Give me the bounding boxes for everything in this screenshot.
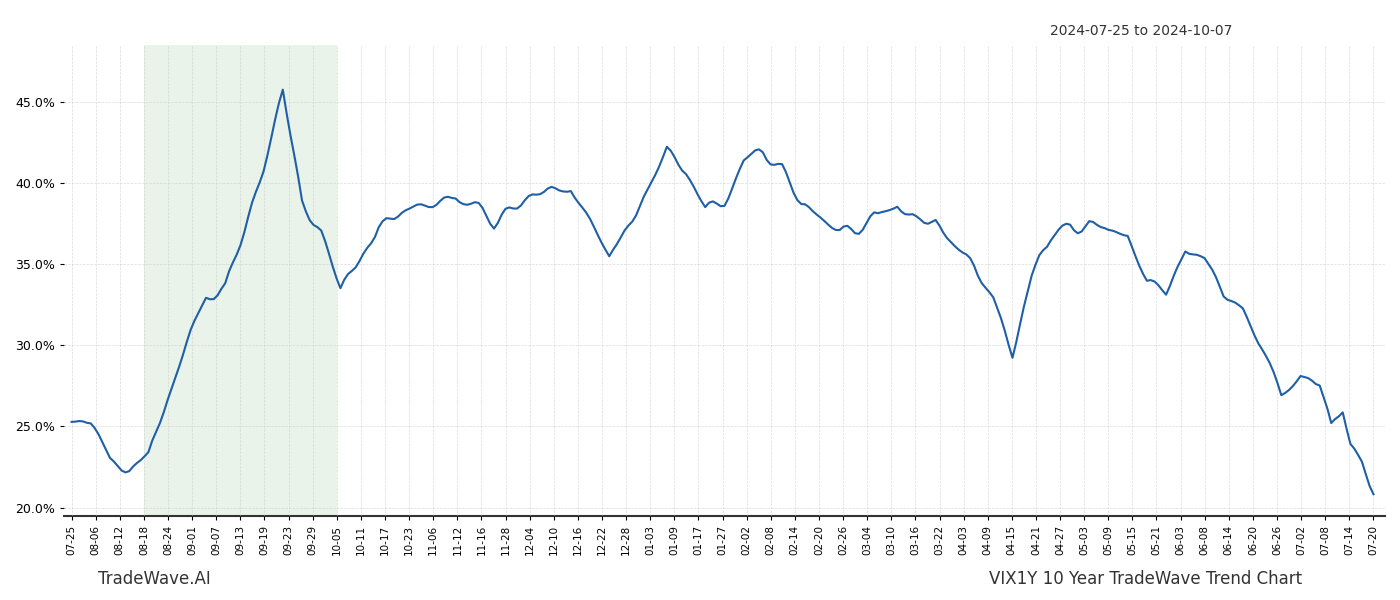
Text: 2024-07-25 to 2024-10-07: 2024-07-25 to 2024-10-07 bbox=[1050, 24, 1232, 38]
Bar bbox=[144, 45, 337, 516]
Text: VIX1Y 10 Year TradeWave Trend Chart: VIX1Y 10 Year TradeWave Trend Chart bbox=[988, 570, 1302, 588]
Text: TradeWave.AI: TradeWave.AI bbox=[98, 570, 211, 588]
